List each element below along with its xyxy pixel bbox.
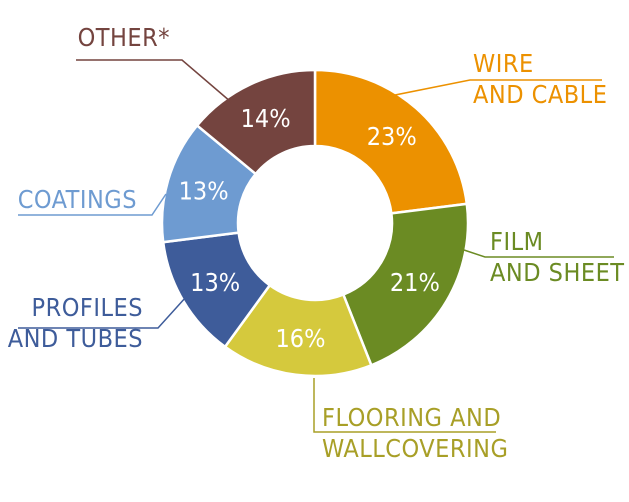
label-wire-and-cable-line-2: AND CABLE — [473, 80, 608, 109]
pct-label-profiles-and-tubes: 13% — [190, 268, 240, 297]
label-film-and-sheet: FILM AND SHEET — [490, 226, 625, 288]
label-coatings-line-1: COATINGS — [17, 185, 137, 214]
pct-label-film-and-sheet: 21% — [390, 268, 440, 297]
label-flooring-line-1: FLOORING AND — [322, 403, 502, 432]
label-wire-and-cable: WIRE AND CABLE — [473, 48, 607, 110]
label-flooring-line-2: WALLCOVERING — [322, 434, 509, 463]
pct-label-other: 14% — [241, 104, 291, 133]
label-other-line-1: OTHER* — [77, 23, 170, 52]
label-other: OTHER* — [78, 22, 170, 53]
slice-film-and-sheet — [341, 202, 470, 367]
label-film-and-sheet-line-2: AND SHEET — [490, 258, 625, 287]
label-profiles-line-2: AND TUBES — [7, 324, 143, 353]
slice-wire-and-cable — [313, 68, 469, 215]
leader-line-other — [76, 59, 232, 103]
pct-label-coatings: 13% — [179, 177, 229, 206]
label-flooring-and-wallcovering: FLOORING AND WALLCOVERING — [322, 402, 508, 464]
slice-other — [195, 68, 317, 176]
pct-label-flooring-and-wallcovering: 16% — [275, 324, 325, 353]
label-profiles-and-tubes: PROFILES AND TUBES — [8, 292, 143, 354]
label-film-and-sheet-line-1: FILM — [490, 227, 544, 256]
pct-label-wire-and-cable: 23% — [367, 122, 417, 151]
leader-line-film-and-sheet — [463, 249, 614, 258]
label-wire-and-cable-line-1: WIRE — [473, 49, 534, 78]
label-profiles-line-1: PROFILES — [31, 293, 143, 322]
leader-line-profiles-and-tubes — [18, 296, 187, 329]
leader-line-wire-and-cable — [360, 79, 602, 100]
leader-line-coatings — [18, 193, 167, 216]
label-coatings: COATINGS — [18, 184, 137, 215]
leader-line-flooring-and-wallcovering — [313, 378, 496, 433]
